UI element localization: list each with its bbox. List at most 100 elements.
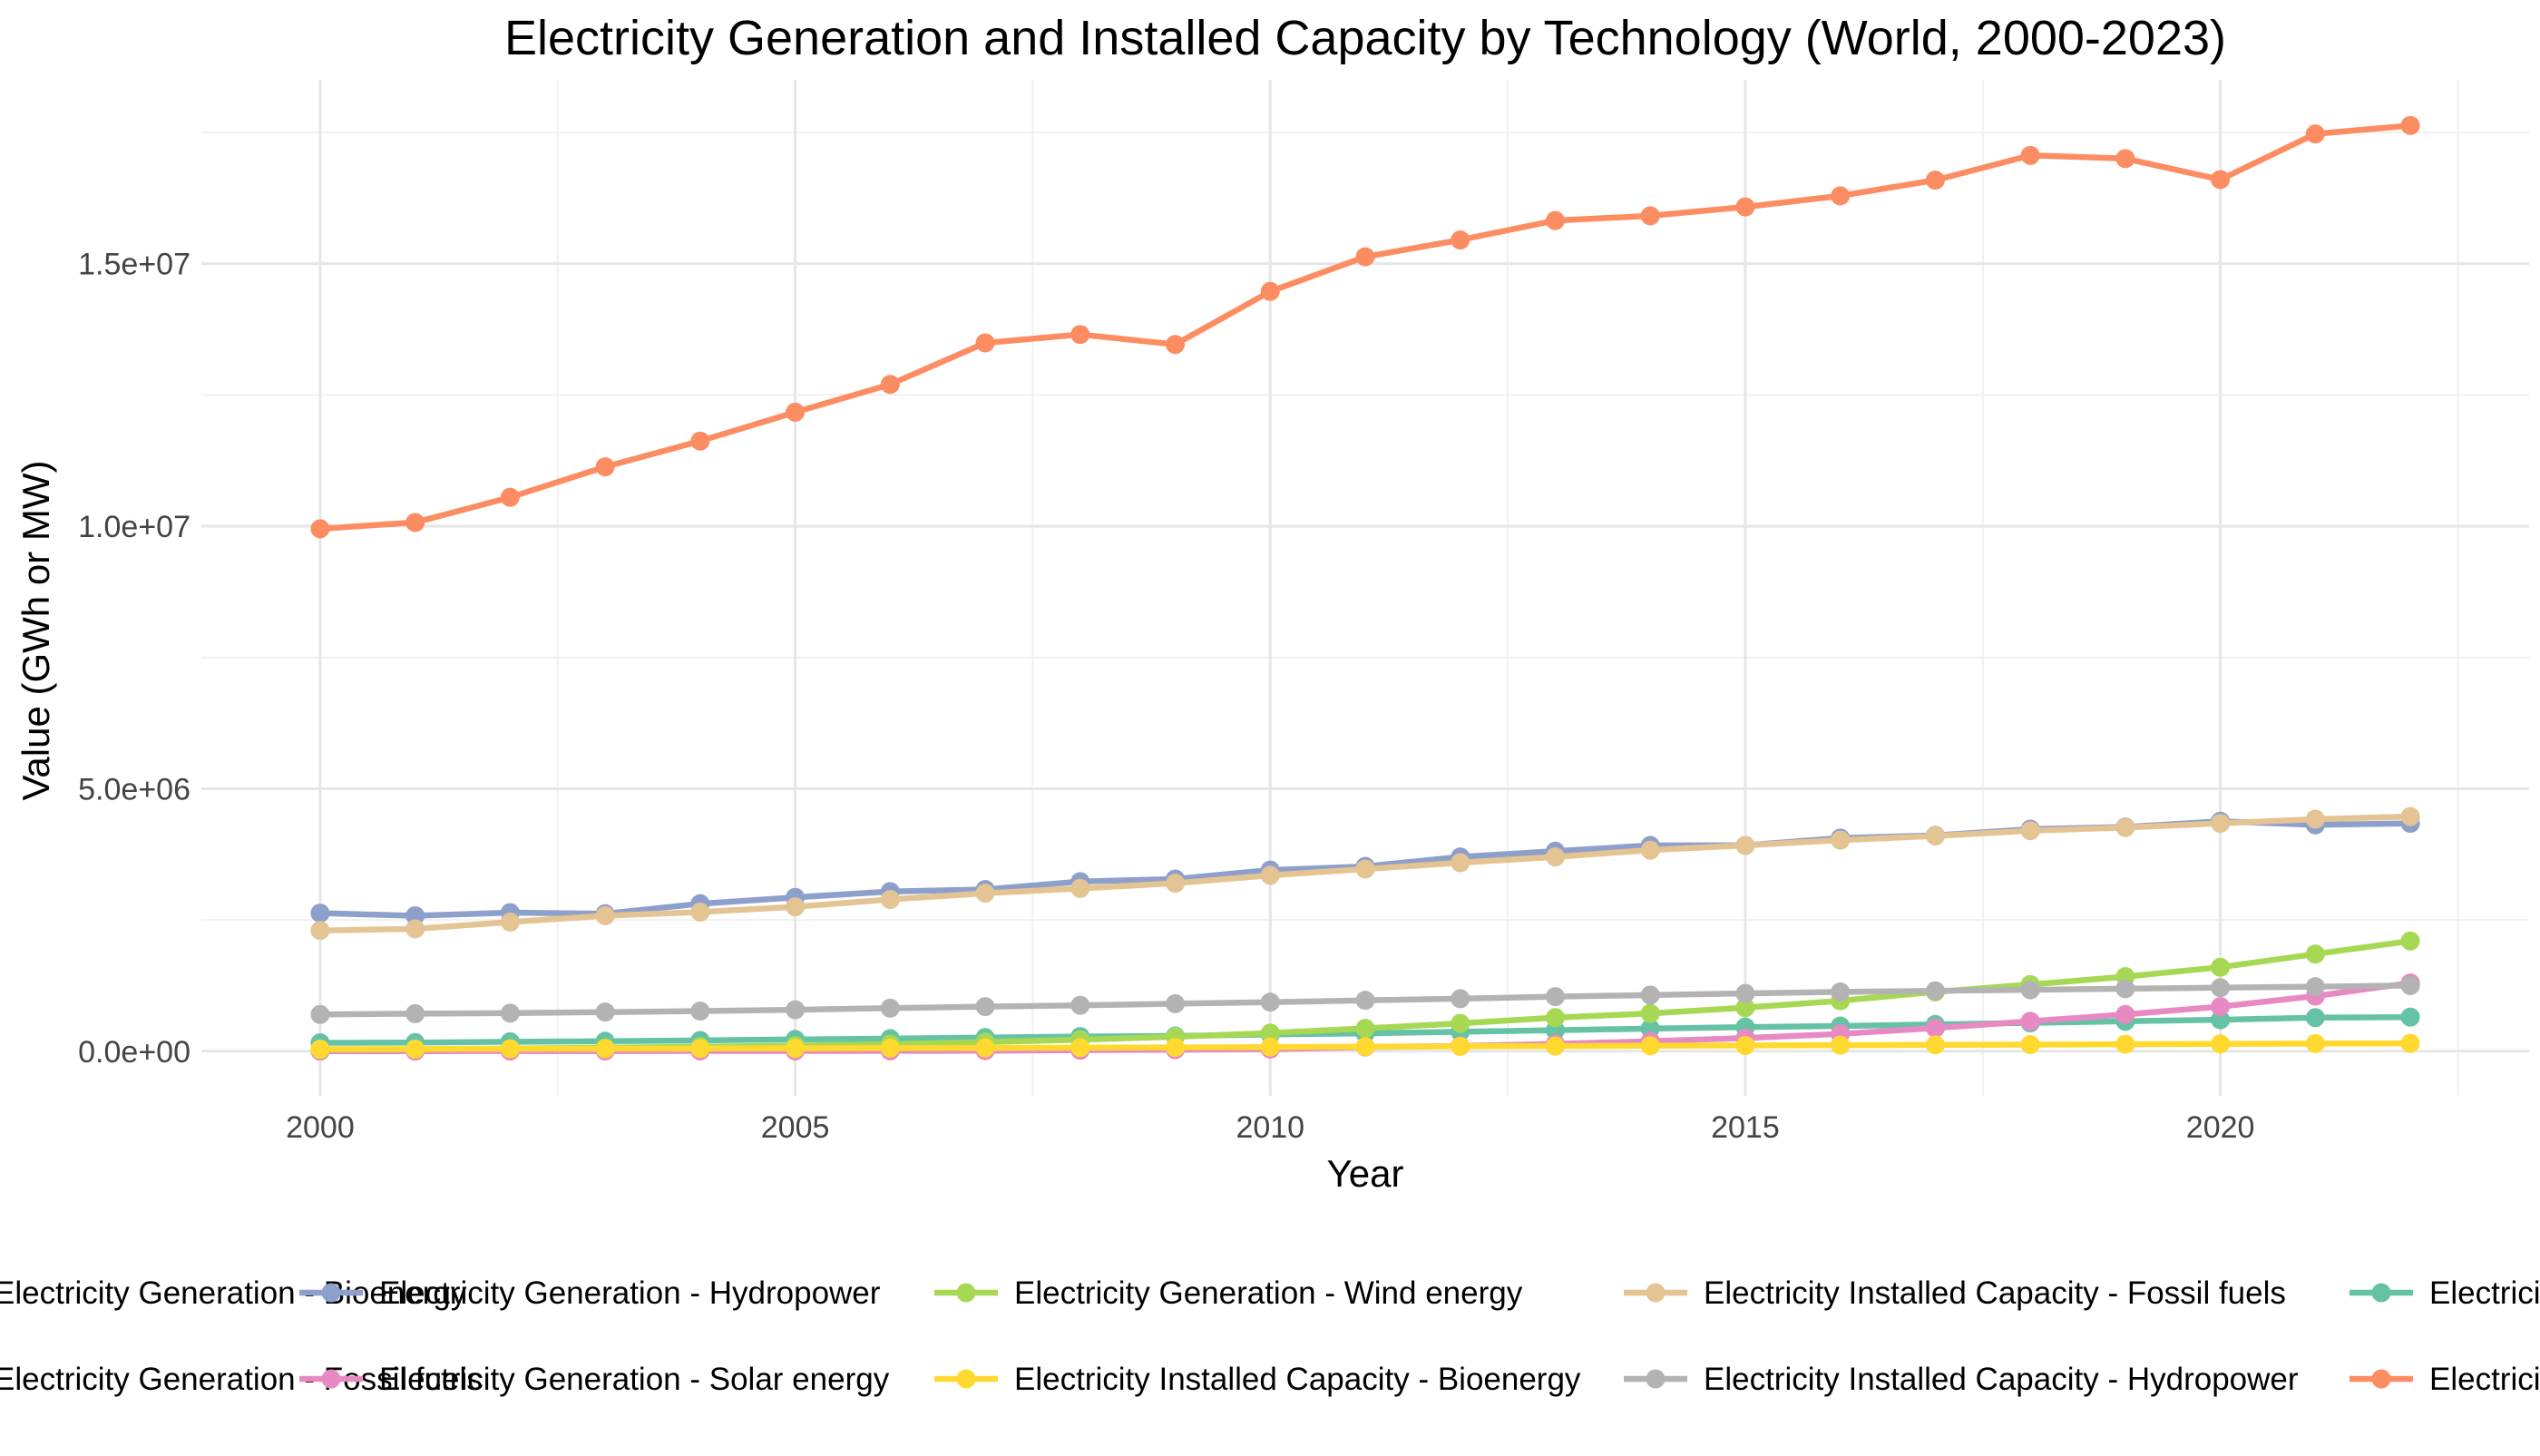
legend-label: Electricity Generation - Solar energy — [379, 1362, 890, 1397]
data-point — [405, 905, 425, 925]
data-point — [500, 1003, 520, 1023]
legend-key-marker — [956, 1283, 976, 1303]
data-point — [1735, 197, 1755, 217]
y-tick-label: 0.0e+00 — [78, 1035, 190, 1070]
legend-key-marker — [956, 1369, 976, 1389]
data-point — [595, 905, 615, 925]
legend-item-electricity-installed-capacity-wind-energy: Electricity Installed Capacity - Wind en… — [2350, 1362, 2540, 1397]
data-point — [880, 998, 900, 1018]
x-tick-label: 2010 — [1236, 1110, 1304, 1145]
data-point — [2400, 931, 2420, 951]
data-point — [1451, 1036, 1470, 1056]
data-point — [1831, 830, 1851, 850]
legend-key-marker — [321, 1283, 341, 1303]
data-point — [2115, 817, 2135, 837]
data-point — [880, 1038, 900, 1058]
legend-item-electricity-generation-fossil-fuels: Electricity Generation - Fossil fuels — [0, 1362, 483, 1397]
data-point — [2211, 170, 2231, 190]
data-point — [1831, 982, 1851, 1002]
data-point — [1640, 840, 1660, 860]
legend-label: Electricity Generation - Bioenergy — [0, 1275, 467, 1311]
data-point — [1640, 1003, 1660, 1023]
y-axis-title: Value (GWh or MW) — [15, 461, 57, 801]
data-point — [1925, 826, 1945, 845]
data-point — [405, 513, 425, 533]
y-tick-label: 5.0e+06 — [78, 772, 190, 806]
legend-key-marker — [1646, 1369, 1666, 1389]
x-tick-label: 2020 — [2186, 1110, 2255, 1145]
legend-label: Electricity Generation - Fossil fuels — [0, 1362, 483, 1397]
data-point — [595, 457, 615, 477]
data-point — [1545, 987, 1565, 1007]
data-point — [1355, 859, 1375, 879]
data-point — [1451, 230, 1470, 250]
data-point — [1925, 981, 1945, 1001]
data-point — [1355, 1037, 1375, 1057]
data-point — [2305, 1008, 2325, 1028]
tick-layer: 2000 2005 2010 2015 2020 0.0e+00 5.0e+06 1.0e+0… — [78, 248, 2254, 1145]
x-tick-label: 2000 — [286, 1110, 355, 1145]
data-point — [2211, 814, 2231, 834]
legend-key-marker — [321, 1369, 341, 1389]
data-point — [690, 902, 710, 922]
data-point — [1925, 1018, 1945, 1038]
data-point — [500, 912, 520, 932]
data-point — [405, 1003, 425, 1023]
data-point — [500, 1039, 520, 1059]
data-point — [786, 897, 806, 917]
data-point — [1166, 993, 1186, 1013]
data-point — [1260, 281, 1280, 301]
data-point — [690, 431, 710, 451]
data-point — [2400, 1033, 2420, 1053]
data-point — [310, 921, 330, 941]
legend-key-marker — [2371, 1283, 2391, 1303]
data-point — [1451, 989, 1470, 1009]
data-point — [1545, 1008, 1565, 1028]
data-point — [1831, 1035, 1851, 1055]
y-tick-label: 1.0e+07 — [78, 510, 190, 544]
data-point — [1070, 878, 1090, 898]
data-point — [310, 1039, 330, 1059]
series-layer — [310, 115, 2420, 1061]
data-point — [1260, 865, 1280, 885]
data-point — [1640, 206, 1660, 226]
data-point — [1355, 1019, 1375, 1039]
data-point — [1925, 1035, 1945, 1055]
data-point — [2305, 944, 2325, 964]
data-point — [690, 1039, 710, 1059]
data-point — [2020, 1011, 2040, 1031]
data-point — [1166, 335, 1186, 355]
series-line — [317, 122, 2414, 533]
data-point — [2020, 821, 2040, 841]
data-point — [500, 487, 520, 507]
data-point — [2305, 809, 2325, 829]
data-point — [786, 1000, 806, 1020]
data-point — [2400, 975, 2420, 995]
data-point — [1166, 874, 1186, 894]
data-point — [2115, 1004, 2135, 1024]
data-point — [1545, 210, 1565, 230]
data-point — [1355, 247, 1375, 267]
data-point — [2115, 1034, 2135, 1054]
x-axis-title: Year — [1327, 1152, 1404, 1195]
data-point — [1355, 991, 1375, 1011]
data-point — [1451, 853, 1470, 873]
data-point — [1735, 1035, 1755, 1055]
data-point — [310, 904, 330, 923]
series-electricity-generation-fossil-fuels — [310, 115, 2420, 539]
legend-item-electricity-installed-capacity-fossil-fuels: Electricity Installed Capacity - Fossil … — [1624, 1275, 2286, 1311]
data-point — [1260, 1023, 1280, 1043]
x-tick-label: 2015 — [1711, 1110, 1780, 1145]
data-point — [1070, 995, 1090, 1015]
data-point — [690, 1002, 710, 1021]
data-point — [595, 1002, 615, 1022]
legend-key-marker — [2371, 1369, 2391, 1389]
data-point — [2211, 957, 2231, 977]
data-point — [310, 1004, 330, 1024]
data-point — [880, 890, 900, 910]
data-point — [405, 1039, 425, 1059]
data-point — [1070, 325, 1090, 345]
data-point — [2400, 806, 2420, 826]
